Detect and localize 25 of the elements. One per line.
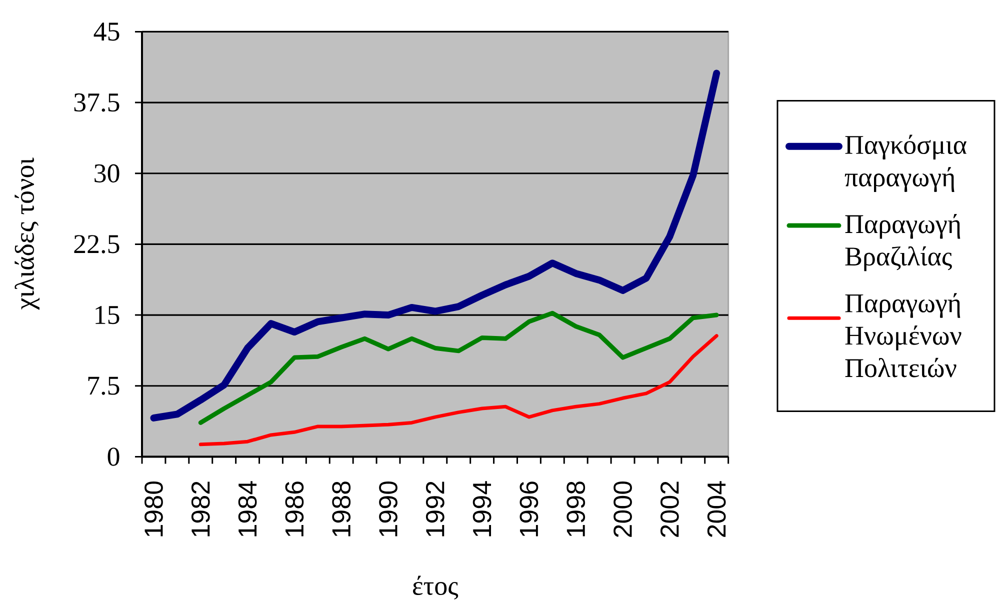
x-axis-title: έτος	[413, 576, 458, 600]
y-tick-label: 45	[94, 22, 120, 41]
y-tick-label: 15	[96, 306, 120, 324]
y-tick-label: 37.5	[74, 93, 120, 112]
y-tick-label: 22.5	[74, 235, 120, 254]
x-tick-label: 1982	[191, 482, 210, 536]
x-tick-label: 1998	[566, 482, 586, 536]
x-tick-label: 1980	[144, 481, 163, 536]
legend-label: Παραγωγή Ηνωμένων Πολιτειών	[845, 293, 962, 378]
x-tick-label: 1988	[332, 482, 351, 536]
legend-label: Παραγωγή Βραζιλίας	[845, 214, 960, 272]
x-tick-label: 2000	[614, 481, 632, 537]
y-tick-label: 30	[94, 164, 120, 182]
y-tick-label: 0	[108, 448, 120, 466]
x-tick-label: 1994	[472, 481, 492, 536]
x-tick-label: 2002	[660, 482, 679, 537]
x-tick-label: 2004	[707, 481, 726, 537]
x-tick-label: 1984	[238, 481, 257, 536]
y-axis-title: χιλιάδες τόνοι	[14, 158, 40, 310]
x-tick-label: 1996	[520, 482, 538, 536]
x-tick-label: 1990	[379, 481, 398, 536]
y-tick-label: 7.5	[88, 376, 120, 395]
x-tick-label: 1986	[285, 482, 304, 536]
legend-label: Παγκόσμια παραγωγή	[844, 134, 966, 192]
x-tick-label: 1992	[426, 482, 444, 536]
